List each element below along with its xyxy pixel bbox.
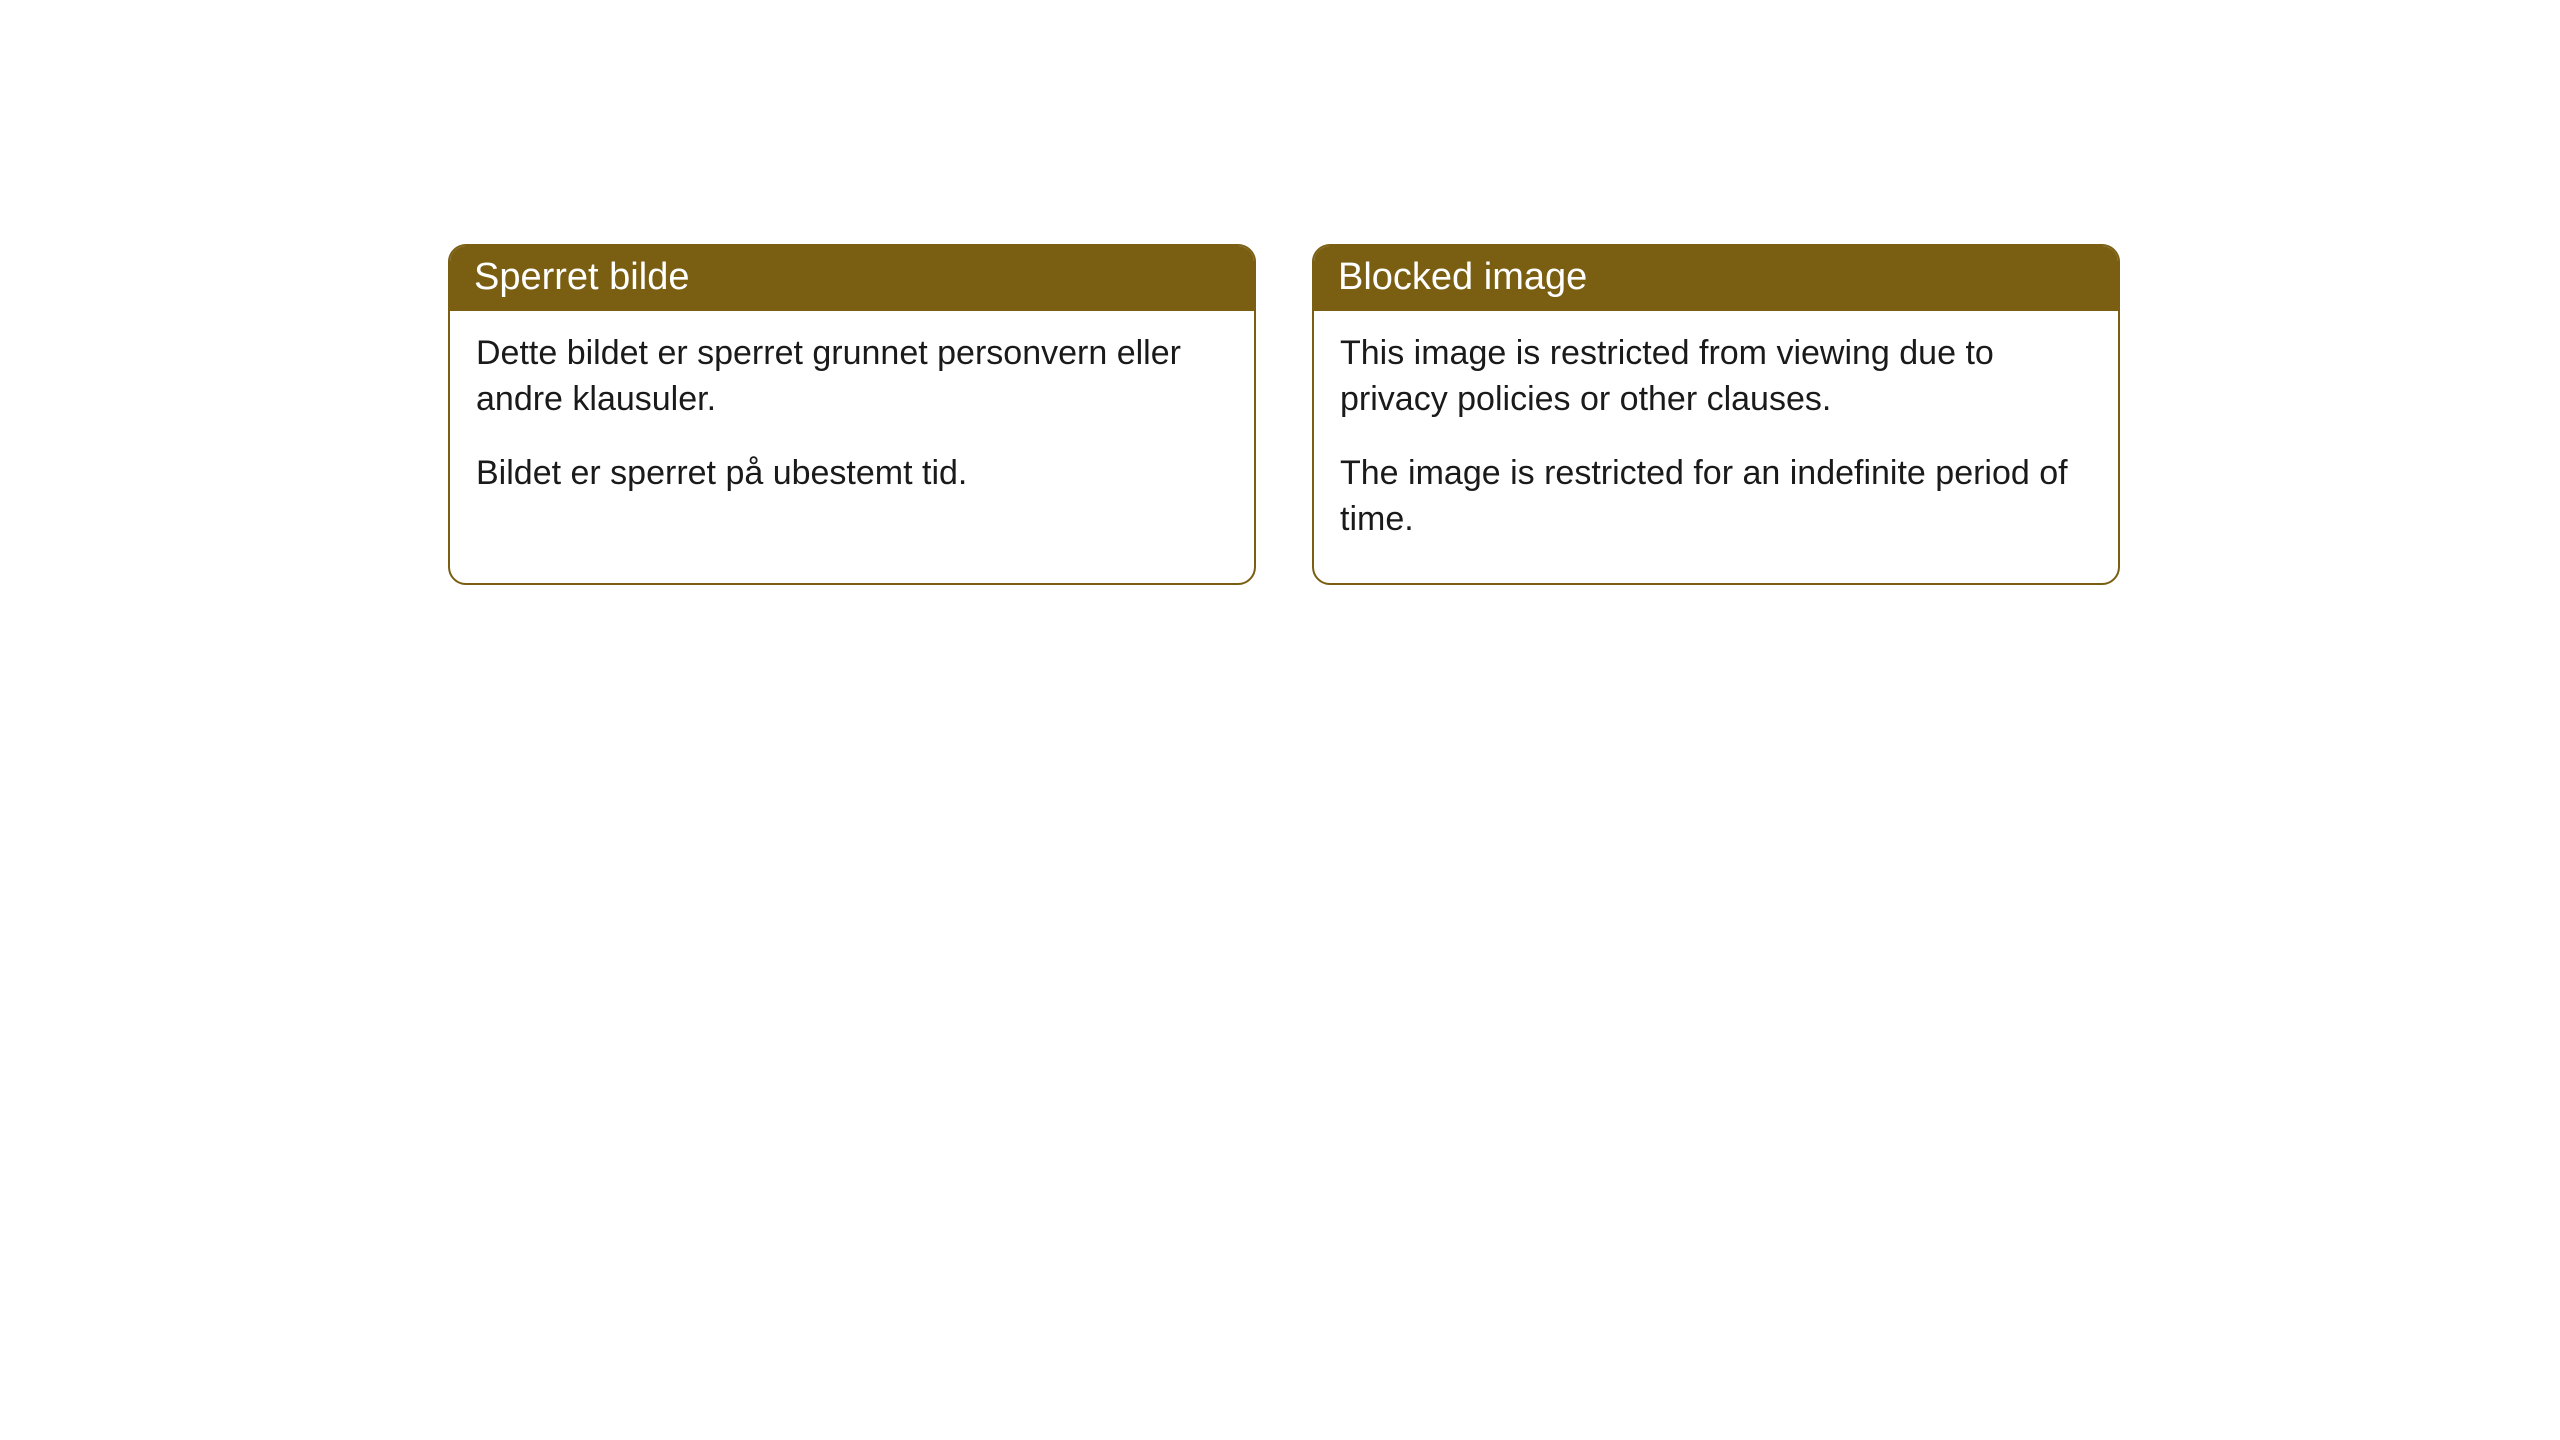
card-text-norwegian-1: Dette bildet er sperret grunnet personve… <box>476 331 1228 423</box>
card-header-english: Blocked image <box>1314 246 2118 311</box>
card-header-norwegian: Sperret bilde <box>450 246 1254 311</box>
card-body-norwegian: Dette bildet er sperret grunnet personve… <box>450 311 1254 537</box>
card-body-english: This image is restricted from viewing du… <box>1314 311 2118 583</box>
blocked-image-card-english: Blocked image This image is restricted f… <box>1312 244 2120 585</box>
blocked-image-card-norwegian: Sperret bilde Dette bildet er sperret gr… <box>448 244 1256 585</box>
card-text-english-2: The image is restricted for an indefinit… <box>1340 451 2092 543</box>
card-text-norwegian-2: Bildet er sperret på ubestemt tid. <box>476 451 1228 497</box>
card-text-english-1: This image is restricted from viewing du… <box>1340 331 2092 423</box>
notice-cards-container: Sperret bilde Dette bildet er sperret gr… <box>448 244 2120 585</box>
